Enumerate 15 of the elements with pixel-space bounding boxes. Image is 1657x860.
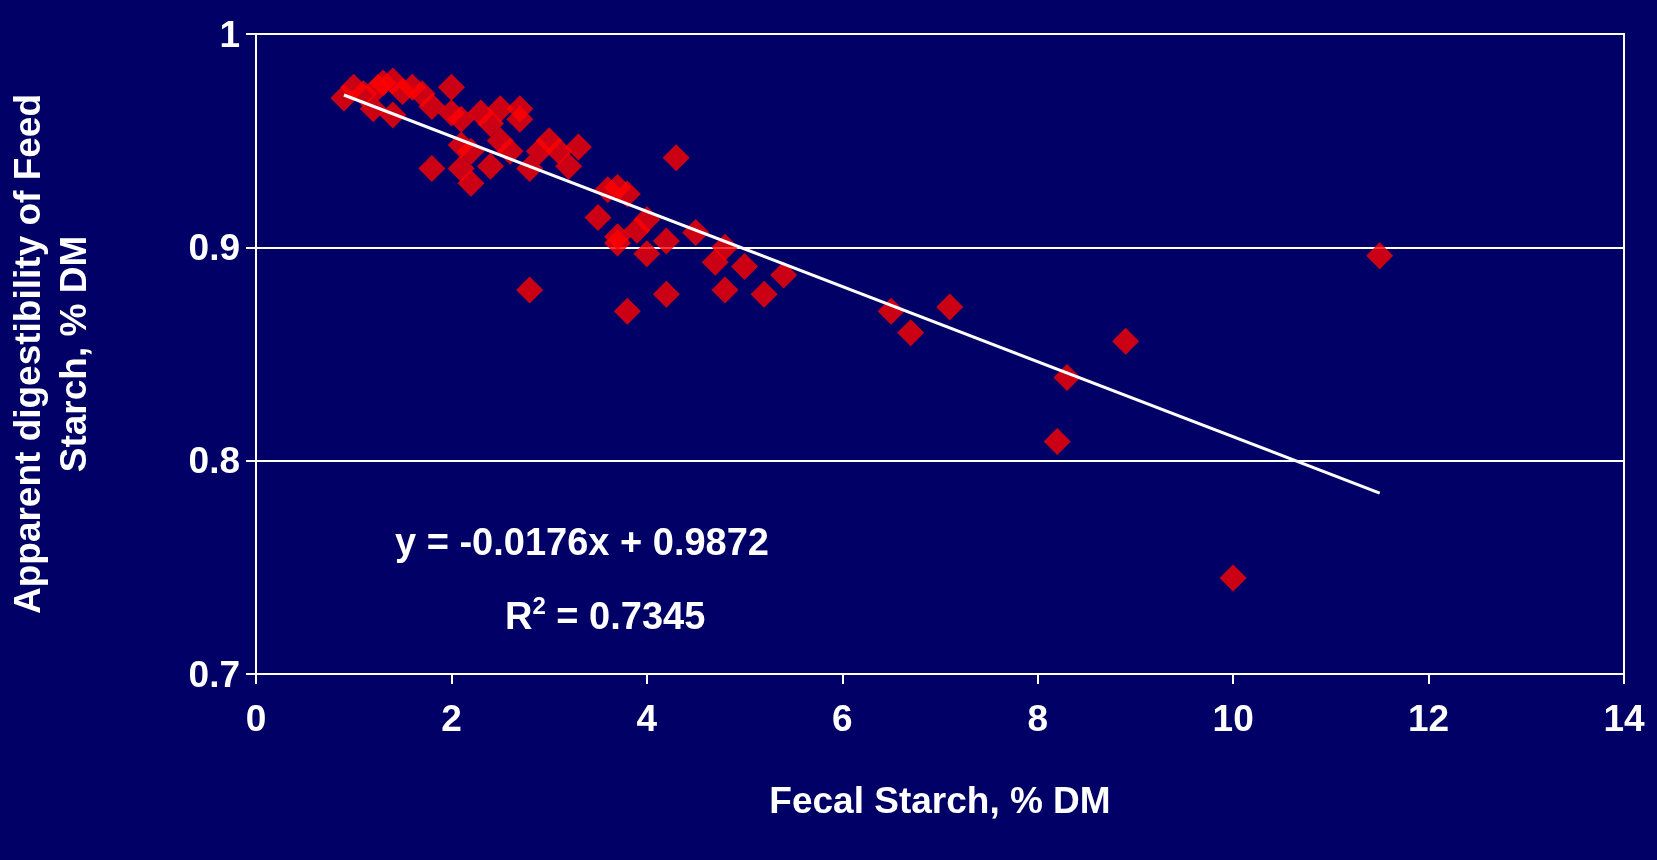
x-tick-label: 2 [441, 698, 462, 739]
y-tick-label: 0.8 [188, 440, 240, 482]
x-tick-label: 6 [832, 698, 853, 739]
x-axis-title: Fecal Starch, % DM [769, 780, 1111, 821]
y-tick-label: 0.7 [188, 653, 240, 695]
y-axis-title: Apparent digestibility of Feed Starch, % DM [6, 93, 94, 615]
y-tick-label: 0.9 [188, 226, 240, 268]
x-tick-label: 14 [1603, 698, 1645, 739]
x-tick-label: 4 [636, 698, 658, 739]
x-tick-label: 0 [245, 698, 267, 739]
x-tick-label: 8 [1027, 698, 1048, 739]
x-tick-label: 12 [1407, 698, 1450, 739]
x-tick-label: 10 [1212, 698, 1254, 739]
y-tick-label: 1 [219, 13, 240, 55]
annotation: y = -0.0176x + 0.9872 [395, 521, 769, 563]
